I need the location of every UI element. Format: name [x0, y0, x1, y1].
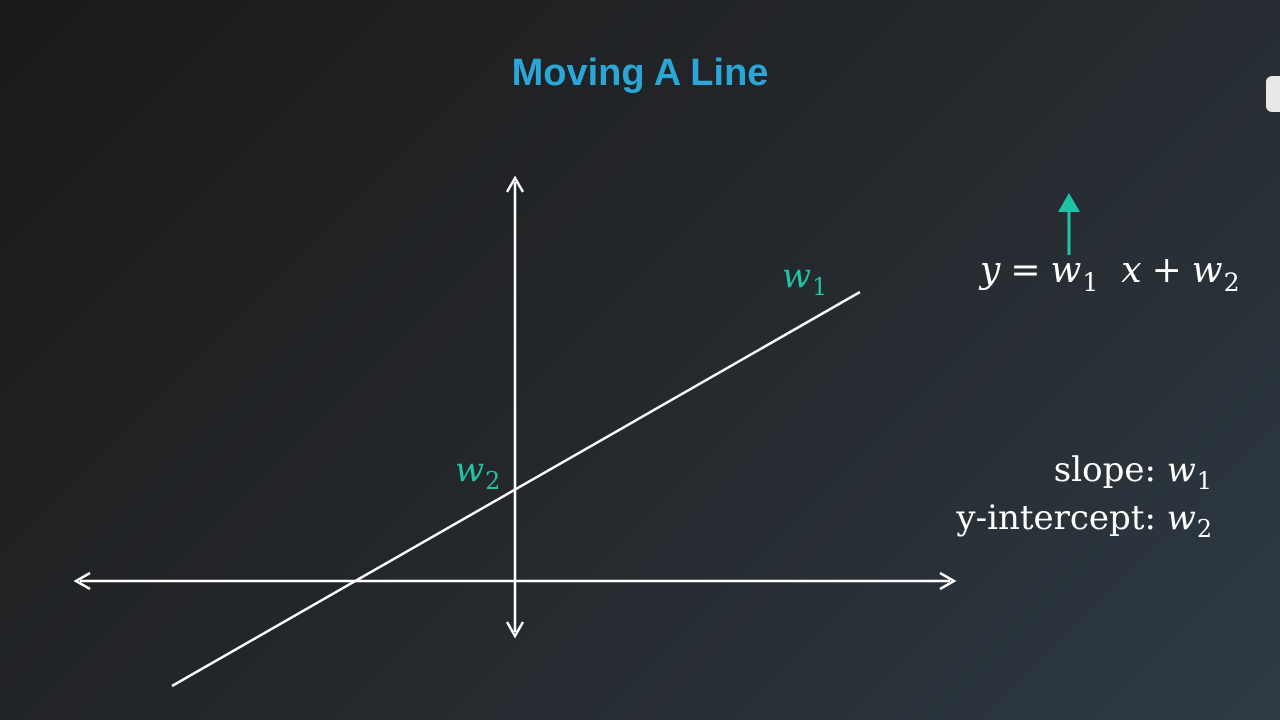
w1-label-base: w	[782, 256, 812, 296]
y-axis-bottom-arrowhead	[505, 621, 525, 639]
equation-w1-base: w	[1050, 250, 1082, 291]
line-equation: y = w1 x + w2	[980, 250, 1240, 297]
equation-w2-base: w	[1191, 250, 1223, 291]
x-axis-right-arrowhead	[939, 571, 957, 591]
intercept-var-sub: 2	[1196, 515, 1212, 544]
x-axis-left-arrowhead	[73, 571, 91, 591]
slope-definition: slope: w1	[1053, 450, 1212, 495]
equation-w1-sub: 1	[1082, 267, 1099, 297]
intercept-definition: y-intercept: w2	[956, 498, 1212, 543]
equation-y: y	[980, 250, 1001, 291]
w2-label-sub: 2	[485, 467, 501, 496]
equation-w2-sub: 2	[1223, 267, 1240, 297]
regression-line	[171, 290, 861, 688]
w1-label-sub: 1	[812, 273, 828, 302]
slope-label: slope:	[1053, 450, 1156, 490]
side-panel-tab[interactable]	[1266, 76, 1280, 112]
equation-equals: =	[1010, 250, 1041, 291]
intercept-var-base: w	[1166, 498, 1196, 538]
slide-title: Moving A Line	[511, 52, 769, 94]
equation-plus: +	[1151, 250, 1182, 291]
w2-intercept-label: w2	[455, 450, 500, 495]
slope-var-base: w	[1166, 450, 1196, 490]
arrow-up-icon	[1058, 193, 1080, 255]
y-axis-top-arrowhead	[505, 175, 525, 193]
w1-line-label: w1	[782, 256, 827, 301]
w2-label-base: w	[455, 450, 485, 490]
slope-var-sub: 1	[1196, 467, 1212, 496]
equation-x: x	[1121, 250, 1142, 291]
intercept-label: y-intercept:	[956, 498, 1156, 538]
